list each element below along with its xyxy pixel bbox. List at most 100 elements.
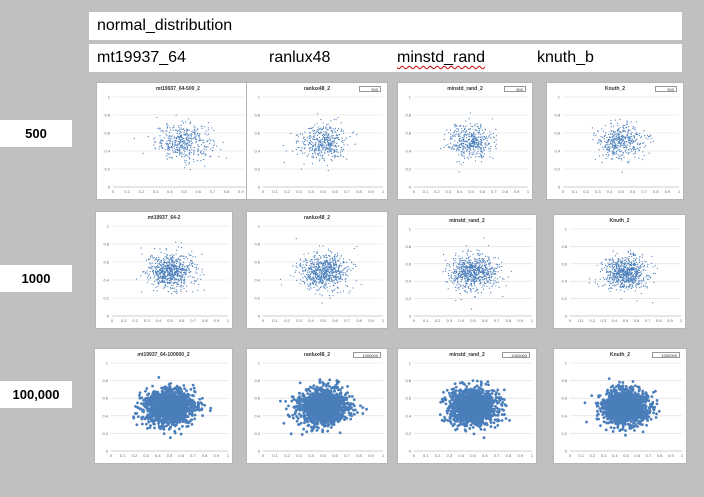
scatter-point (613, 152, 615, 155)
scatter-point (619, 150, 621, 153)
scatter-point (181, 267, 183, 269)
scatter-point (159, 128, 161, 130)
scatter-point (633, 148, 635, 150)
scatter-point (314, 153, 317, 155)
scatter-point (341, 269, 343, 271)
scatter-point (309, 142, 311, 144)
scatter-point (331, 135, 333, 137)
scatter-point (607, 262, 609, 264)
scatter-point (320, 154, 322, 156)
scatter-point (488, 282, 490, 284)
scatter-point (605, 268, 608, 270)
scatter-point (158, 259, 160, 261)
scatter-point (608, 285, 611, 287)
scatter-point (601, 141, 603, 143)
scatter-point (620, 263, 622, 265)
scatter-point (462, 149, 464, 151)
scatter-point (626, 141, 628, 143)
scatter-point (640, 292, 642, 295)
scatter-point (178, 127, 180, 129)
scatter-point (175, 289, 177, 291)
scatter-point (613, 141, 616, 143)
scatter-point (324, 152, 326, 155)
scatter-point (300, 273, 302, 275)
scatter-point (197, 148, 199, 150)
scatter-point (305, 259, 307, 261)
scatter-point (447, 143, 449, 146)
scatter-point (327, 266, 329, 268)
scatter-point (467, 276, 469, 278)
scatter-point (151, 265, 153, 267)
scatter-point (331, 277, 333, 279)
scatter-point (208, 138, 211, 140)
scatter-point (204, 165, 206, 167)
scatter-point (321, 263, 323, 265)
scatter-point (345, 285, 347, 287)
scatter-point (472, 137, 474, 139)
y-tick-label: 0.6 (561, 261, 567, 266)
scatter-point (337, 270, 339, 272)
scatter-point (176, 258, 178, 260)
scatter-point (193, 150, 195, 152)
scatter-point (194, 133, 196, 136)
scatter-point (178, 129, 180, 131)
x-tick-label: 0.3 (595, 189, 601, 194)
scatter-point (465, 273, 467, 275)
scatter-point (188, 142, 190, 144)
scatter-point (315, 266, 317, 269)
scatter-point (318, 276, 320, 279)
scatter-point (135, 423, 139, 427)
scatter-point (332, 155, 334, 158)
scatter-point (456, 161, 458, 163)
scatter-point (191, 261, 193, 263)
scatter-point (474, 260, 476, 262)
scatter-point (197, 153, 199, 155)
scatter-point (612, 277, 614, 279)
scatter-point (466, 148, 468, 151)
scatter-point (633, 269, 635, 271)
scatter-point (510, 270, 512, 272)
scatter-point (339, 280, 341, 283)
scatter-point (628, 271, 631, 273)
scatter-point (617, 270, 620, 272)
scatter-point (610, 133, 612, 135)
scatter-point (159, 135, 161, 137)
scatter-point (303, 253, 305, 255)
scatter-point (316, 268, 318, 271)
y-tick-label: 1 (558, 95, 561, 100)
scatter-point (461, 140, 463, 142)
scatter-point (632, 266, 634, 269)
scatter-point (494, 256, 497, 259)
scatter-point (190, 145, 192, 147)
scatter-point (612, 137, 614, 139)
scatter-point (175, 149, 177, 151)
scatter-point (188, 118, 190, 120)
scatter-point (489, 268, 491, 270)
scatter-point (171, 255, 174, 257)
scatter-point (470, 263, 472, 265)
scatter-point (188, 162, 190, 164)
scatter-point (168, 265, 170, 267)
scatter-point (594, 158, 597, 161)
scatter-point (340, 263, 342, 265)
scatter-point (614, 145, 616, 148)
scatter-point (611, 152, 613, 154)
scatter-point (468, 117, 470, 119)
scatter-point (201, 414, 204, 418)
scatter-point (156, 279, 158, 281)
scatter-point (352, 268, 354, 270)
x-tick-label: 0.9 (514, 189, 520, 194)
scatter-point (318, 288, 320, 290)
scatter-point (163, 137, 165, 139)
scatter-point (171, 273, 173, 275)
scatter-point (166, 254, 168, 256)
scatter-point (197, 268, 199, 270)
scatter-point (492, 283, 494, 285)
scatter-point (624, 142, 626, 144)
scatter-point (329, 268, 331, 270)
scatter-point (301, 152, 304, 154)
scatter-point (476, 152, 478, 154)
scatter-point (327, 147, 330, 150)
scatter-point (192, 291, 194, 293)
scatter-point (637, 143, 639, 145)
